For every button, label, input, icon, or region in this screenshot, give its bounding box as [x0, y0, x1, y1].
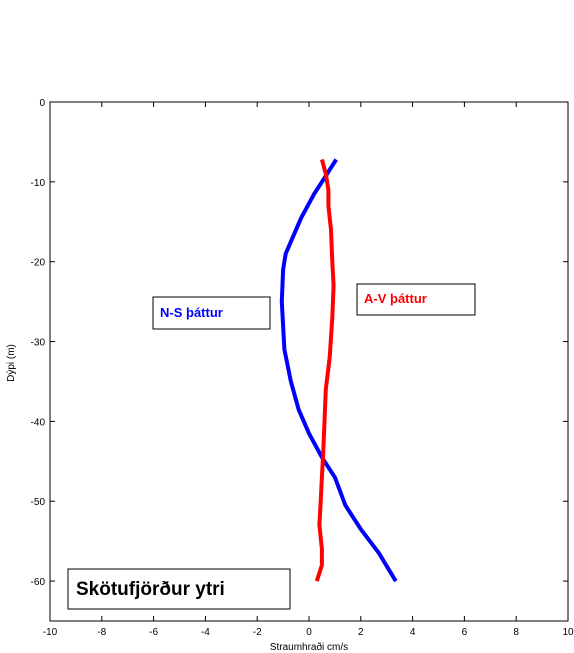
- y-tick-label: -40: [31, 417, 46, 428]
- x-tick-label: -2: [253, 627, 262, 638]
- x-axis-title: Straumhraði cm/s: [270, 641, 348, 653]
- y-tick-label: -60: [31, 577, 46, 588]
- x-tick-label: 0: [306, 627, 312, 638]
- annotation-location-text: Skötufjörður ytri: [76, 579, 225, 600]
- y-tick-label: -30: [31, 338, 46, 349]
- series-layer: [279, 158, 398, 583]
- annotation-av-box: [356, 283, 476, 316]
- y-tick-label: -50: [31, 497, 46, 508]
- x-tick-label: -6: [149, 627, 158, 638]
- x-tick-label: 4: [410, 627, 416, 638]
- x-tick-label: 10: [562, 627, 574, 638]
- y-tick-label: 0: [39, 98, 45, 109]
- annotation-av-text: A-V þáttur: [364, 291, 427, 306]
- x-tick-label: 2: [358, 627, 364, 638]
- y-axis-title: Dýpi (m): [6, 344, 17, 382]
- annotation-ns-box: [152, 296, 271, 330]
- annotation-av: A-V þáttur: [356, 283, 476, 316]
- y-tick-label: -10: [31, 178, 46, 189]
- annotation-location: Skötufjörður ytri: [67, 568, 291, 610]
- axis-ticks: -10 -8 -6 -4 -2 0 2 4 6 8 100-10-20-30-40-50-60: [31, 98, 574, 638]
- plot-area: [49, 101, 569, 622]
- x-tick-label: -8: [97, 627, 106, 638]
- x-tick-label: -4: [201, 627, 210, 638]
- annotation-location-box: [67, 568, 291, 610]
- annotation-ns-text: N-S þáttur: [160, 305, 223, 320]
- series-line-ns: [279, 158, 398, 583]
- x-tick-label: 8: [513, 627, 519, 638]
- series-line-av: [314, 158, 336, 582]
- x-tick-label: -10: [43, 627, 58, 638]
- x-tick-label: 6: [462, 627, 468, 638]
- y-tick-label: -20: [31, 258, 46, 269]
- annotation-ns: N-S þáttur: [152, 296, 271, 330]
